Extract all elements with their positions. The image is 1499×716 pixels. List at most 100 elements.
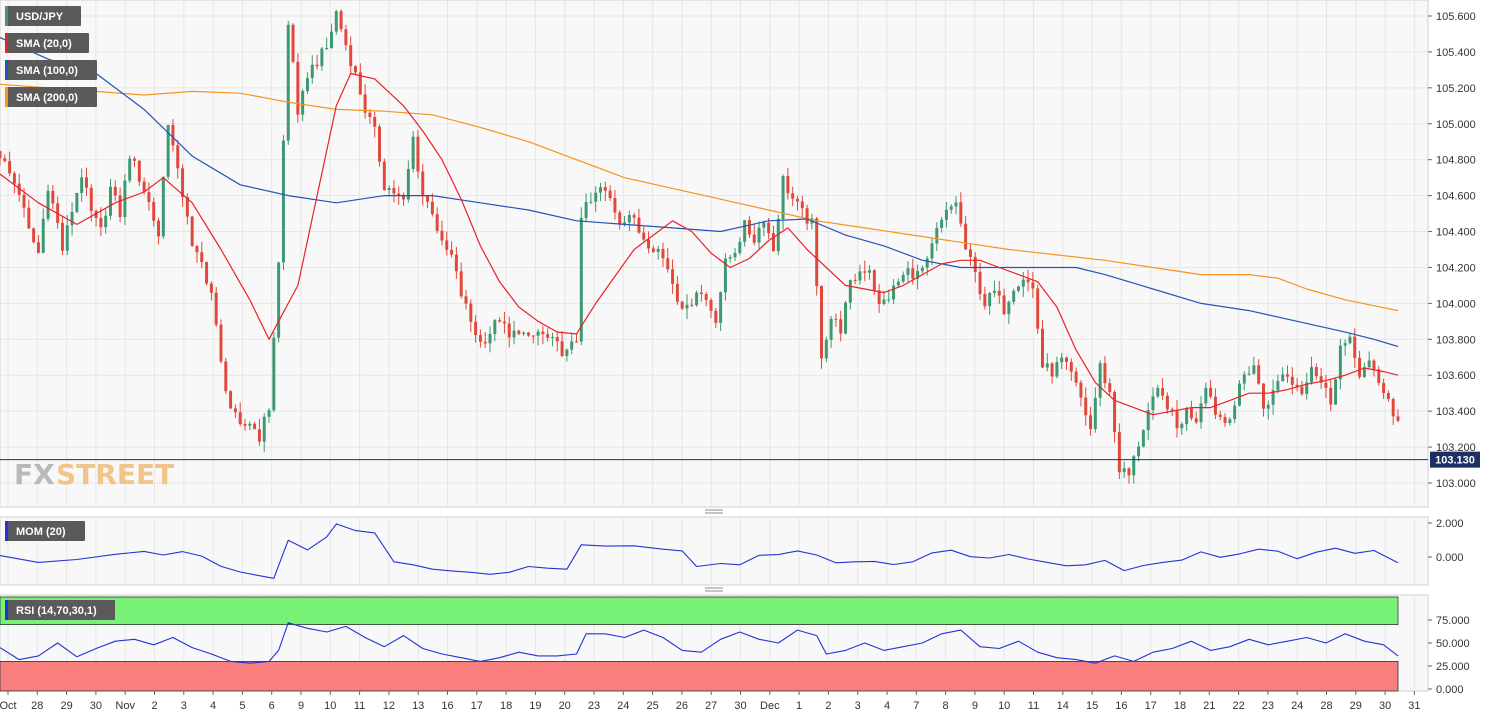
sma-100-line (0, 37, 1399, 348)
legend-item[interactable]: SMA (200,0) (5, 87, 97, 107)
date-axis-label: 26 (676, 700, 688, 712)
resize-handle-mom[interactable] (705, 509, 723, 514)
mom-panel[interactable] (0, 516, 1429, 586)
legend-mom[interactable]: MOM (20) (5, 521, 85, 541)
rsi-overbought-zone (0, 596, 1399, 626)
price-axis-label: 103.400 (1436, 406, 1476, 418)
candle-body (22, 194, 26, 208)
candle-body (541, 331, 545, 335)
candle-body (824, 339, 828, 359)
candle-body (450, 249, 454, 255)
candle-body (599, 187, 603, 193)
resize-handle-rsi[interactable] (705, 587, 723, 592)
candle-body (805, 208, 809, 224)
candle-body (795, 198, 799, 202)
candle-body (205, 262, 209, 284)
candle-body (243, 423, 247, 426)
watermark-fx: FX (14, 458, 55, 491)
candle-body (176, 145, 180, 169)
candle-body (1041, 328, 1044, 368)
candle-body (1007, 301, 1011, 315)
rsi-axis-label: 75.000 (1436, 615, 1470, 627)
price-axis-label: 104.200 (1436, 262, 1476, 274)
date-axis-label: 29 (1350, 700, 1362, 712)
date-axis-label: 24 (1291, 700, 1303, 712)
candle-body (1257, 365, 1261, 384)
candle-body (195, 245, 199, 253)
candle-body (397, 193, 401, 196)
candle-body (411, 136, 415, 169)
price-axis-label: 105.000 (1436, 119, 1476, 131)
candle-body (1132, 456, 1136, 476)
candle-body (27, 207, 31, 229)
candle-body (1045, 363, 1049, 368)
candle-body (483, 341, 487, 344)
rsi-series (0, 622, 1399, 664)
date-axis-label: Oct (0, 700, 17, 712)
candle-body (469, 303, 473, 322)
candle-body (1084, 397, 1088, 416)
candle-body (440, 230, 444, 241)
candle-body (719, 292, 723, 323)
candle-body (892, 285, 896, 300)
date-axis-label: 8 (943, 700, 949, 712)
candle-body (406, 168, 410, 200)
date-axis-label: 10 (324, 700, 336, 712)
candle-body (1300, 386, 1304, 395)
candle-body (829, 318, 833, 340)
date-axis-label: 18 (500, 700, 512, 712)
candle-body (916, 271, 920, 279)
rsi-axis-label: 50.000 (1436, 638, 1470, 650)
candle-body (839, 319, 843, 334)
candle-body (277, 262, 281, 338)
candle-body (1386, 393, 1390, 400)
candle-body (1261, 383, 1265, 409)
candle-body (32, 228, 36, 243)
mom-axis-label: 0.000 (1436, 552, 1464, 564)
candle-body (1295, 384, 1299, 387)
candle-body (325, 47, 329, 49)
candle-body (594, 192, 598, 202)
candle-body (901, 274, 905, 282)
candle-body (17, 183, 21, 195)
candle-body (1204, 387, 1208, 404)
candle-body (964, 223, 968, 250)
legend-item[interactable]: SMA (100,0) (5, 60, 97, 80)
date-axis-label: 30 (90, 700, 102, 712)
candle-body (229, 391, 233, 409)
candle-body (253, 423, 257, 430)
rsi-zones (0, 596, 1399, 692)
candle-body (1358, 357, 1362, 377)
candle-body (1266, 404, 1270, 409)
mom-line (0, 523, 1399, 579)
candle-body (642, 232, 646, 240)
candle-body (1185, 408, 1189, 425)
price-axis-label: 104.600 (1436, 191, 1476, 203)
candle-body (219, 324, 223, 362)
candle-body (1060, 357, 1064, 363)
candle-body (536, 331, 540, 336)
candle-body (983, 293, 987, 307)
candle-body (517, 330, 521, 334)
candle-body (1113, 392, 1117, 433)
candle-body (1247, 373, 1251, 375)
price-axis-label: 105.600 (1436, 11, 1476, 23)
candle-body (863, 271, 867, 273)
price-panel[interactable] (0, 0, 1429, 508)
candle-body (320, 48, 324, 67)
date-axis-label: Dec (760, 700, 780, 712)
candle-body (1161, 388, 1165, 396)
rsi-axis-label: 25.000 (1436, 661, 1470, 673)
legend-item[interactable]: SMA (20,0) (5, 33, 89, 53)
legend-item[interactable]: USD/JPY (5, 6, 81, 26)
legend-label: USD/JPY (16, 11, 64, 23)
legend-rsi[interactable]: RSI (14,70,30,1) (5, 600, 115, 620)
candle-body (968, 249, 972, 257)
candle-body (978, 271, 982, 294)
candle-body (1180, 424, 1184, 429)
candle-body (248, 423, 252, 426)
candle-body (1362, 367, 1366, 377)
candle-body (1031, 282, 1035, 289)
sma-20-line (0, 72, 1399, 416)
candle-body (675, 283, 679, 302)
